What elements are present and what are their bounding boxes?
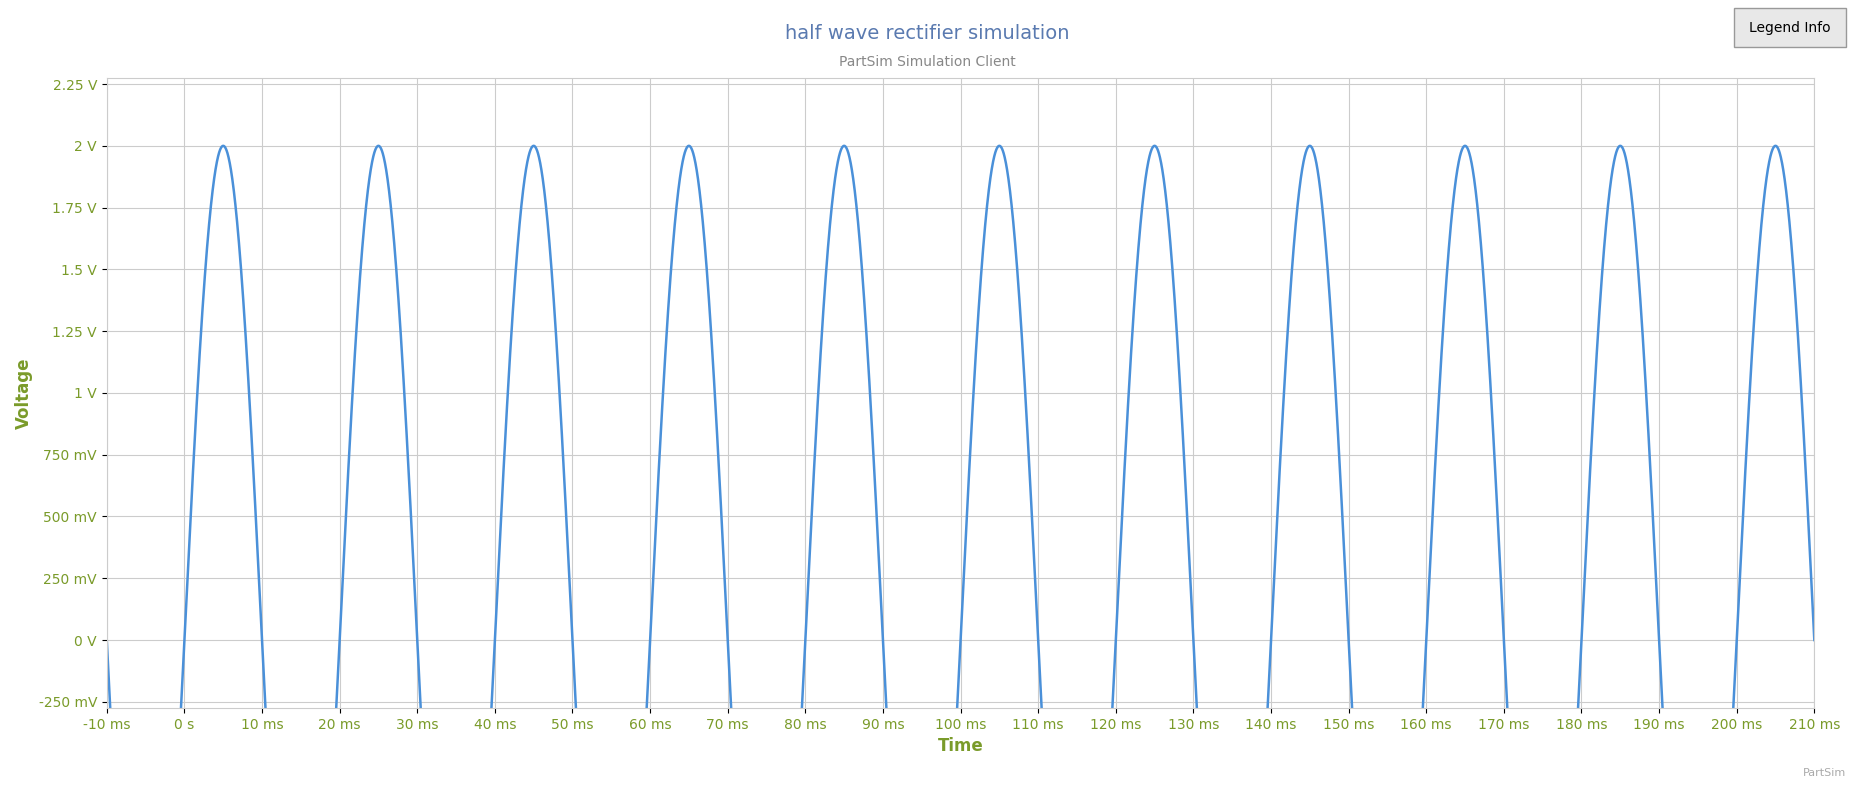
Y-axis label: Voltage: Voltage	[15, 357, 33, 428]
Text: half wave rectifier simulation: half wave rectifier simulation	[785, 24, 1070, 42]
X-axis label: Time: Time	[937, 737, 983, 755]
FancyBboxPatch shape	[1734, 8, 1846, 47]
Text: PartSim: PartSim	[1803, 768, 1846, 778]
Text: PartSim Simulation Client: PartSim Simulation Client	[838, 55, 1017, 69]
Text: Legend Info: Legend Info	[1749, 20, 1831, 35]
